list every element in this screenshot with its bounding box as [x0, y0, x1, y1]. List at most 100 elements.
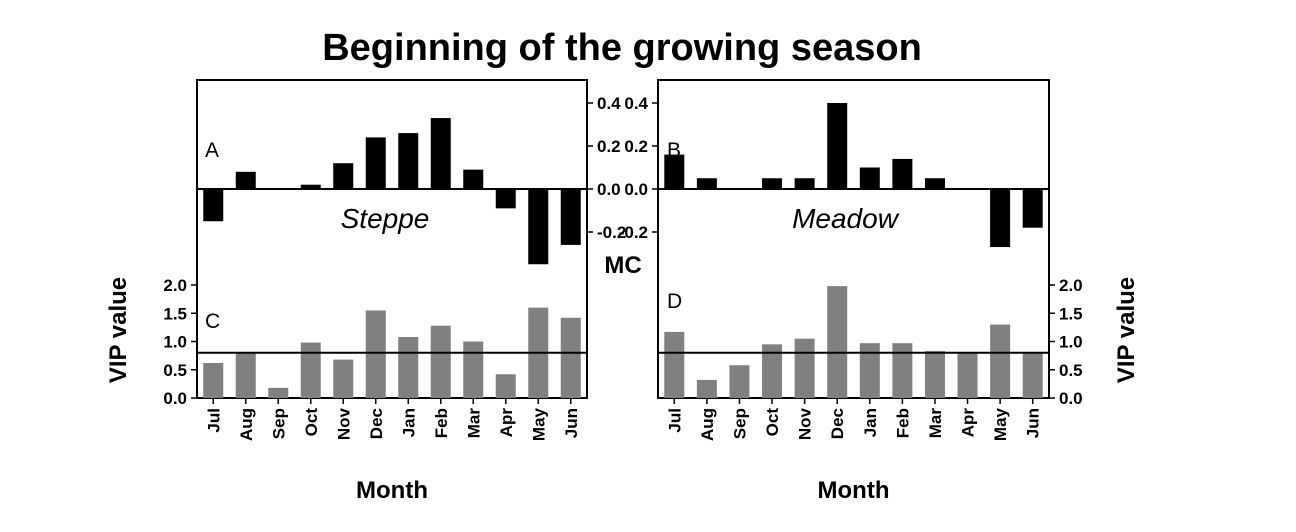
- mc-bar-meadow-oct: [762, 178, 783, 189]
- meadow-x-tick-label-sep: Sep: [730, 408, 749, 439]
- vip-bar-meadow-apr: [957, 352, 978, 398]
- mc-bar-meadow-nov: [794, 178, 815, 189]
- steppe-x-tick-label-nov: Nov: [334, 407, 353, 440]
- mc-bar-meadow-jul: [664, 154, 685, 189]
- meadow-panel-label-vip: D: [667, 290, 682, 313]
- meadow-mc-y-tick-label: -0.2: [619, 223, 648, 242]
- mc-bar-meadow-aug: [696, 178, 717, 189]
- steppe-vip-y-tick-label: 1.5: [163, 304, 187, 323]
- meadow-region-label: Meadow: [792, 203, 900, 234]
- meadow-vip-y-axis-label: VIP value: [1113, 277, 1140, 383]
- meadow-x-tick-label-jun: Jun: [1024, 408, 1043, 438]
- vip-bar-steppe-oct: [300, 342, 321, 398]
- steppe-vip-y-tick-label: 2.0: [163, 276, 187, 295]
- mc-bar-meadow-mar: [924, 178, 945, 189]
- mc-bar-steppe-mar: [463, 169, 484, 189]
- steppe-x-tick-label-jul: Jul: [204, 408, 223, 433]
- steppe-x-axis-label: Month: [356, 477, 428, 504]
- mc-bar-steppe-aug: [235, 171, 256, 189]
- vip-bar-steppe-sep: [268, 387, 289, 398]
- meadow-mc-y-tick-label: 0.4: [624, 94, 648, 113]
- meadow-mc-y-tick-label: 0.0: [624, 180, 648, 199]
- vip-bar-meadow-jan: [859, 343, 880, 398]
- steppe-vip-y-tick-label: 1.0: [163, 333, 187, 352]
- mc-bar-steppe-jun: [560, 189, 581, 245]
- meadow-x-tick-label-jul: Jul: [665, 408, 684, 433]
- steppe-x-tick-label-feb: Feb: [432, 408, 451, 438]
- meadow-x-tick-label-feb: Feb: [893, 408, 912, 438]
- steppe-panel-label-mc: A: [205, 139, 219, 162]
- vip-bar-steppe-feb: [430, 325, 451, 398]
- meadow-panels: Jul Aug Sep Oct Nov Dec Jan Feb Mar Apr May Jun Mont…: [619, 79, 1140, 504]
- meadow-vip-y-tick-label: 1.5: [1059, 304, 1083, 323]
- steppe-x-tick-label-jan: Jan: [399, 408, 418, 437]
- figure-title: Beginning of the growing season: [322, 27, 922, 69]
- meadow-x-tick-label-oct: Oct: [763, 408, 782, 437]
- vip-bar-meadow-dec: [827, 286, 848, 398]
- vip-bar-meadow-mar: [924, 351, 945, 398]
- mc-axis-label: MC: [604, 252, 641, 279]
- vip-bar-steppe-aug: [235, 352, 256, 398]
- mc-bar-steppe-feb: [430, 118, 451, 189]
- steppe-x-tick-label-may: May: [529, 407, 548, 441]
- vip-bar-steppe-jul: [203, 362, 224, 398]
- vip-bar-steppe-jun: [560, 317, 581, 398]
- vip-bar-meadow-oct: [762, 344, 783, 398]
- meadow-x-tick-label-may: May: [991, 407, 1010, 441]
- vip-bar-steppe-apr: [495, 374, 516, 398]
- steppe-x-tick-label-dec: Dec: [367, 408, 386, 439]
- steppe-panels: Jul Aug Sep Oct Nov Dec Jan Feb Mar Apr May Jun Mont…: [105, 79, 626, 504]
- steppe-mc-y-tick-label: 0.2: [597, 137, 621, 156]
- mc-bar-meadow-dec: [827, 103, 848, 189]
- meadow-frame: [657, 79, 1050, 399]
- meadow-vip-y-tick-label: 0.5: [1059, 361, 1083, 380]
- vip-bar-steppe-nov: [333, 359, 354, 398]
- steppe-x-tick-label-oct: Oct: [302, 408, 321, 437]
- meadow-panel-label-mc: B: [667, 139, 681, 162]
- steppe-vip-y-tick-label: 0.0: [163, 389, 187, 408]
- vip-bar-meadow-jun: [1022, 352, 1043, 398]
- steppe-mc-y-tick-label: 0.4: [597, 94, 621, 113]
- meadow-vip-y-tick-label: 0.0: [1059, 389, 1083, 408]
- vip-bar-meadow-sep: [729, 365, 750, 398]
- mc-bar-steppe-nov: [333, 163, 354, 189]
- vip-bar-meadow-jul: [664, 331, 685, 398]
- vip-bar-meadow-feb: [892, 343, 913, 398]
- vip-bar-meadow-nov: [794, 338, 815, 398]
- mc-bar-steppe-apr: [495, 189, 516, 209]
- mc-bar-meadow-jan: [859, 167, 880, 189]
- vip-bar-steppe-jan: [398, 336, 419, 398]
- mc-bar-steppe-jan: [398, 133, 419, 189]
- meadow-x-tick-label-mar: Mar: [926, 408, 945, 439]
- steppe-mc-y-tick-label: -0.2: [597, 223, 626, 242]
- meadow-x-tick-label-aug: Aug: [698, 408, 717, 441]
- steppe-x-tick-label-apr: Apr: [497, 408, 516, 438]
- steppe-frame: [196, 79, 588, 399]
- meadow-x-tick-label-apr: Apr: [959, 408, 978, 438]
- vip-bar-steppe-dec: [365, 310, 386, 398]
- mc-bar-steppe-oct: [300, 184, 321, 189]
- mc-bar-steppe-dec: [365, 137, 386, 189]
- meadow-x-tick-label-jan: Jan: [861, 408, 880, 437]
- steppe-x-tick-label-aug: Aug: [237, 408, 256, 441]
- steppe-x-tick-label-sep: Sep: [269, 408, 288, 439]
- mc-bar-meadow-feb: [892, 158, 913, 189]
- meadow-vip-y-tick-label: 1.0: [1059, 333, 1083, 352]
- vip-bar-steppe-mar: [463, 341, 484, 398]
- meadow-x-tick-label-dec: Dec: [828, 408, 847, 439]
- meadow-mc-y-tick-label: 0.2: [624, 137, 648, 156]
- steppe-panel-label-vip: C: [205, 310, 220, 333]
- vip-bar-meadow-aug: [696, 379, 717, 398]
- steppe-region-label: Steppe: [341, 203, 430, 234]
- vip-bar-meadow-may: [990, 324, 1011, 398]
- steppe-vip-y-axis-label: VIP value: [105, 277, 132, 383]
- steppe-mc-y-tick-label: 0.0: [597, 180, 621, 199]
- meadow-vip-y-tick-label: 2.0: [1059, 276, 1083, 295]
- steppe-x-tick-label-jun: Jun: [562, 408, 581, 438]
- meadow-x-axis-label: Month: [818, 477, 890, 504]
- meadow-x-tick-label-nov: Nov: [796, 407, 815, 440]
- mc-bar-meadow-may: [990, 189, 1011, 248]
- mc-bar-meadow-jun: [1022, 189, 1043, 228]
- steppe-x-tick-label-mar: Mar: [464, 408, 483, 439]
